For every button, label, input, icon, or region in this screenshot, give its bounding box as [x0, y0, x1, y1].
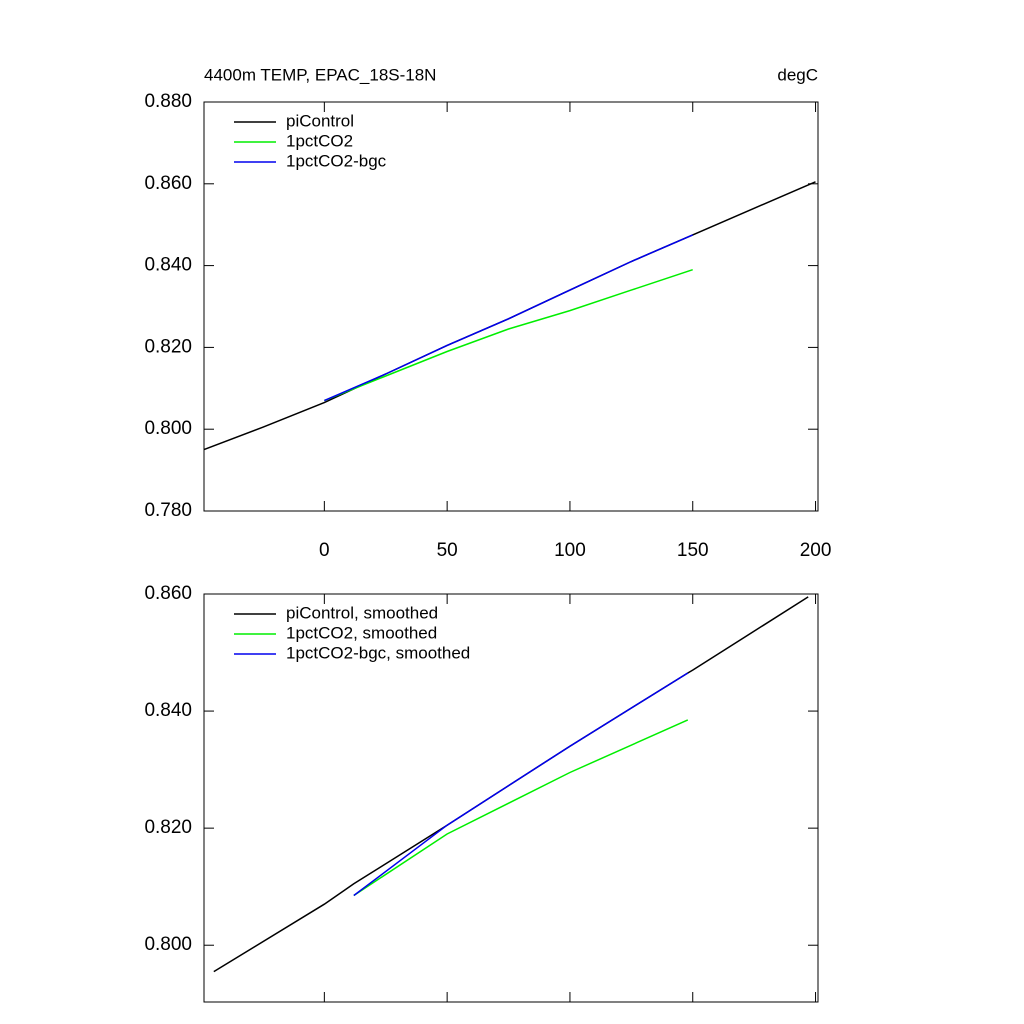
y-tick-label: 0.780: [144, 500, 192, 521]
x-tick-label: 200: [800, 540, 832, 561]
x-tick-label: 0: [319, 540, 330, 561]
chart-title: 4400m TEMP, EPAC_18S-18N: [204, 65, 436, 84]
x-tick-label: 150: [677, 540, 709, 561]
legend-label: piControl: [286, 111, 354, 130]
series-line: [353, 719, 689, 897]
y-tick-label: 0.820: [144, 817, 192, 838]
series-line: [324, 234, 693, 402]
legend-label: piControl, smoothed: [286, 603, 438, 622]
y-tick-label: 0.840: [144, 255, 192, 276]
series-line: [203, 181, 816, 451]
y-tick-label: 0.820: [144, 336, 192, 357]
legend-label: 1pctCO2, smoothed: [286, 623, 437, 642]
legend-label: 1pctCO2-bgc, smoothed: [286, 643, 470, 662]
units-label: degC: [777, 65, 818, 84]
y-tick-label: 0.800: [144, 418, 192, 439]
legend-label: 1pctCO2: [286, 131, 353, 150]
plot-frame: [203, 593, 819, 1003]
y-tick-label: 0.840: [144, 700, 192, 721]
y-tick-label: 0.860: [144, 173, 192, 194]
series-line: [353, 672, 689, 897]
plot-frame: [203, 101, 819, 512]
x-tick-label: 50: [437, 540, 458, 561]
y-tick-label: 0.860: [144, 583, 192, 604]
y-tick-label: 0.880: [144, 91, 192, 112]
y-tick-label: 0.800: [144, 934, 192, 955]
legend-label: 1pctCO2-bgc: [286, 151, 387, 170]
series-line: [324, 268, 693, 402]
x-tick-label: 100: [554, 540, 586, 561]
